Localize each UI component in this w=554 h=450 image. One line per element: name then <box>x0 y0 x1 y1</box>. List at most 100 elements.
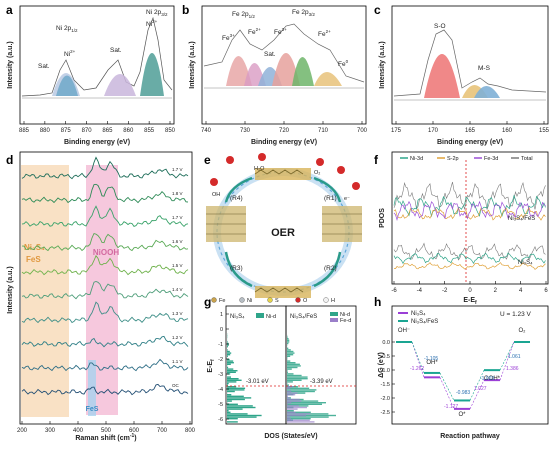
panel-c-so-peak <box>424 54 460 98</box>
panel-d-xtick-tick-label: 400 <box>73 428 84 434</box>
panel-a-label-ni2plus-a: Ni2+ <box>64 49 76 58</box>
panel-a-label-sat1: Sat. <box>38 63 50 70</box>
panel-g-left-legend-label: Ni-d <box>266 314 276 320</box>
panel-d-fes-box-label: FeS <box>26 255 41 264</box>
panel-g-right-bar-ni <box>287 410 294 411</box>
panel-g-left-bar <box>227 412 231 413</box>
panel-b-xtick-tick-label: 700 <box>357 128 368 134</box>
panel-g-right-bar-ni <box>287 351 293 352</box>
panel-g-left-bar <box>227 396 244 397</box>
panel-e-step-r1: (R1) <box>324 195 337 202</box>
panel-b-letter: b <box>182 3 189 17</box>
panel-h-value-hetero: -1.105 <box>424 356 438 362</box>
panel-g-right-bar-fe <box>287 399 300 400</box>
panel-g-left-bar <box>227 410 229 411</box>
panel-b-label-fe2p12: Fe 2p1/2 <box>232 11 255 19</box>
panel-d-potential-label: 1.5 V <box>172 263 183 268</box>
panel-g-right-bar-fe <box>287 416 290 417</box>
panel-b-fe0-peak <box>314 72 342 86</box>
panel-g-left-bar <box>227 349 228 350</box>
panel-g-left-legend-swatch <box>256 313 264 318</box>
panel-g-right-bar-fe <box>287 415 306 416</box>
panel-h-ytick-label: -2.0 <box>381 396 390 402</box>
panel-d-xlabel: Raman shift (cm-1) <box>75 433 136 442</box>
panel-e-legend-label: O <box>303 298 308 304</box>
panel-g-right-bar-fe <box>287 391 291 392</box>
panel-g-right-bar-ni <box>287 416 329 417</box>
panel-f-xtick-tick-label: -6 <box>391 288 397 294</box>
panel-g-left-bar <box>227 364 231 365</box>
panel-g-left-bar <box>227 370 238 371</box>
panel-b-xtick-tick-label: 710 <box>318 128 329 134</box>
panel-g-xlabel: DOS (States/eV) <box>264 433 317 440</box>
panel-g-right-bar-fe <box>287 388 290 389</box>
panel-g-right-bar-fe <box>287 421 315 422</box>
panel-g-right-bar-ni <box>287 349 291 350</box>
panel-d-potential-label: 1.7 V <box>172 215 183 220</box>
panel-g-center-left: -3.01 eV <box>246 379 269 385</box>
panel-f-xtick-tick-label: 4 <box>519 288 523 294</box>
panel-b-label-fe2plus-a: Fe2+ <box>248 27 261 36</box>
panel-g-left-bar <box>227 372 236 373</box>
panel-g-right-bar-ni <box>287 356 290 357</box>
panel-e-step-r4: (R4) <box>230 195 243 202</box>
panel-d-potential-label: OC <box>172 383 180 388</box>
panel-a-xtick-tick-label: 850 <box>165 128 176 134</box>
panel-f-xtick-tick-label: 0 <box>468 288 472 294</box>
panel-b-xtick-tick-label: 730 <box>240 128 251 134</box>
panel-e-oxygen-3 <box>316 158 324 166</box>
panel-g-left-bar <box>227 415 262 416</box>
panel-g-left-bar <box>227 384 228 385</box>
panel-g-left-bar <box>227 354 230 355</box>
panel-g-ytick-label: -2 <box>218 357 223 363</box>
panel-f-label-ni3s4: Ni₃S₄ <box>518 260 533 266</box>
panel-h-potential: U = 1.23 V <box>500 311 532 318</box>
panel-e-step-r3: (R3) <box>230 265 243 272</box>
panel-e-center-label: OER <box>271 227 295 239</box>
panel-e-legend-label: Ni <box>247 298 252 304</box>
panel-e-o2-label: O₂ <box>314 170 320 176</box>
panel-b-xtick-tick-label: 740 <box>201 128 212 134</box>
panel-g-right-bar-fe <box>287 413 310 414</box>
panel-g-left-bar <box>227 368 233 369</box>
panel-g-left-bar <box>227 383 229 384</box>
panel-a-xtick-tick-label: 885 <box>19 128 30 134</box>
panel-g-right-bar-fe <box>287 418 291 419</box>
panel-e: e OER (R1) (R2) (R3) (R4) <box>204 153 362 304</box>
panel-h-species: O* <box>458 412 466 418</box>
panel-g-right-legend-swatch-fe <box>330 318 338 322</box>
panel-g-left-bar <box>227 378 239 379</box>
panel-g-right-bar-ni <box>287 352 295 353</box>
panel-g-left-bar <box>227 389 245 390</box>
panel-g-left-bar <box>227 362 234 363</box>
panel-g-ytick-label: 0 <box>220 327 223 333</box>
panel-c-xtick-tick-label: 175 <box>391 128 402 134</box>
panel-g-right-bar-ni <box>287 388 309 389</box>
panel-g-right-bar-fe <box>287 407 307 408</box>
panel-g-left-bar <box>227 381 236 382</box>
panel-b: b Fe 2p1/2 Fe 2p3/2 Sat. Fe3+ Fe2+ Fe3+ … <box>182 3 368 146</box>
panel-h: h OH⁻OH*O*OOH*O₂-1.262-1.1271.0271.386-1… <box>374 295 548 440</box>
panel-f-ylabel: PDOS <box>379 208 386 228</box>
panel-g-right-bar-ni <box>287 343 288 344</box>
panel-g-left-bar <box>227 356 228 357</box>
panel-h-value-ni3s4: 1.386 <box>506 366 519 372</box>
panel-e-legend-dot <box>268 298 273 303</box>
panel-a-letter: a <box>6 3 13 17</box>
panel-a-xtick-tick-label: 875 <box>61 128 72 134</box>
panel-c-xtick-tick-label: 165 <box>465 128 476 134</box>
panel-h-value-ni3s4: -1.127 <box>444 404 458 410</box>
panel-d-xtick-tick-label: 200 <box>17 428 28 434</box>
panel-d-potential-label: 1.3 V <box>172 311 183 316</box>
panel-d-niooh-label: NiOOH <box>93 248 119 257</box>
panel-e-legend-dot <box>296 298 301 303</box>
panel-b-label-fe2plus-b: Fe2+ <box>318 29 331 38</box>
panel-g-left-bar <box>227 367 228 368</box>
panel-h-hetero-connector <box>440 373 454 401</box>
panel-g-right-bar-fe <box>287 394 295 395</box>
panel-g-bars <box>227 333 336 422</box>
panel-c-xtick-tick-label: 160 <box>502 128 513 134</box>
panel-g-right-title: Ni₃S₄/FeS <box>290 314 317 320</box>
